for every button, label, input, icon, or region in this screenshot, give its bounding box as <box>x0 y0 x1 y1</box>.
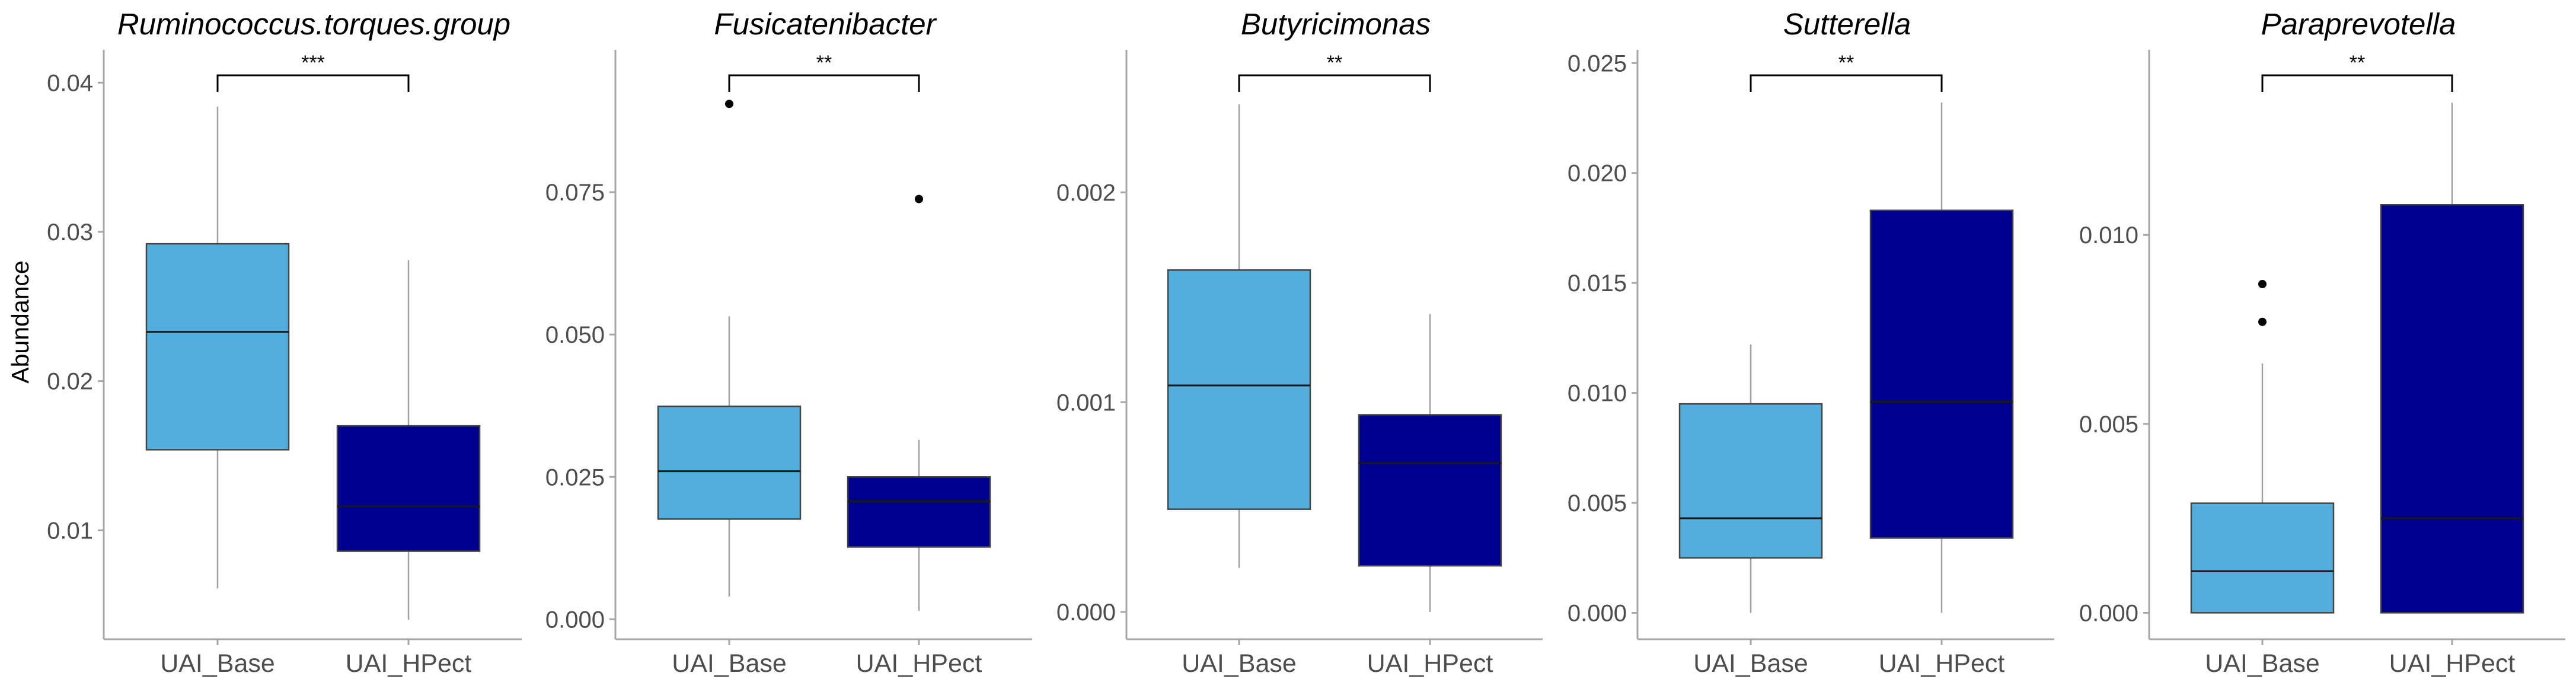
y-tick-label: 0.025 <box>545 464 605 490</box>
iqr-box <box>336 425 481 552</box>
x-tick-label: UAI_HPect <box>856 649 982 678</box>
outlier-point <box>2258 280 2267 289</box>
y-tick-label: 0.015 <box>1568 270 1627 296</box>
panel-1: Ruminococcus.torques.group 0.01 0.02 0.03 0.… <box>7 7 522 678</box>
y-tick-label: 0.025 <box>1568 50 1627 76</box>
y-tick-label: 0.050 <box>545 322 605 348</box>
iqr-box <box>145 243 290 451</box>
significance-bracket <box>1750 74 1943 92</box>
iqr-box <box>847 476 991 548</box>
iqr-box <box>657 405 802 520</box>
iqr-box <box>1678 403 1823 559</box>
outlier-point <box>725 100 733 109</box>
x-tick-label: UAI_Base <box>2205 649 2320 678</box>
iqr-box <box>1869 209 2014 539</box>
y-tick-label: 0.04 <box>47 70 93 96</box>
significance-label: *** <box>301 52 325 74</box>
x-tick-label: UAI_Base <box>160 649 275 678</box>
y-tick-label: 0.005 <box>1568 490 1627 516</box>
y-tick-label: 0.002 <box>1056 180 1116 206</box>
y-tick-label: 0.000 <box>1056 599 1116 626</box>
panel-title: Butyricimonas <box>1241 7 1431 41</box>
significance-bracket <box>2261 74 2453 92</box>
outlier-point <box>2258 317 2267 326</box>
y-tick-label: 0.020 <box>1568 161 1627 187</box>
significance-label: ** <box>1838 52 1854 74</box>
iqr-box <box>2190 502 2335 614</box>
y-tick-label: 0.075 <box>545 180 605 206</box>
x-tick-label: UAI_Base <box>1182 649 1297 678</box>
box-UAI_HPect <box>2380 103 2524 614</box>
iqr-box <box>1167 269 1311 510</box>
x-tick-label: UAI_Base <box>1693 649 1808 678</box>
y-tick-label: 0.010 <box>2079 222 2138 248</box>
panel-2: Fusicatenibacter 0.000 0.025 0.050 0.075 UAI_… <box>545 7 1032 678</box>
y-tick-label: 0.000 <box>1568 600 1627 626</box>
panel-4: Sutterella 0.000 0.005 0.010 0.015 0.020 0.025… <box>1568 7 2054 678</box>
box-UAI_Base <box>1167 104 1311 568</box>
x-tick-label: UAI_HPect <box>1367 649 1493 678</box>
significance-label: ** <box>1327 52 1342 74</box>
panel-title: Paraprevotella <box>2261 7 2456 41</box>
panel-title: Fusicatenibacter <box>714 7 937 41</box>
panel-3: Butyricimonas 0.000 0.001 0.002 UAI_Base UAI_… <box>1056 7 1543 678</box>
box-UAI_Base <box>657 100 802 597</box>
y-tick-label: 0.02 <box>47 369 93 395</box>
panel-5: Paraprevotella 0.000 0.005 0.010 UAI_Base UAI… <box>2079 7 2565 678</box>
iqr-box <box>2380 203 2524 614</box>
significance-label: ** <box>816 52 832 74</box>
significance-bracket <box>1238 74 1431 92</box>
y-tick-label: 0.010 <box>1568 381 1627 407</box>
iqr-box <box>1358 414 1502 567</box>
x-tick-label: UAI_HPect <box>346 649 472 678</box>
y-tick-label: 0.000 <box>545 607 605 633</box>
y-tick-label: 0.01 <box>47 518 93 544</box>
outlier-point <box>915 194 923 203</box>
significance-bracket <box>728 74 920 92</box>
y-axis-title: Abundance <box>7 260 34 383</box>
box-UAI_HPect <box>1358 314 1502 613</box>
box-UAI_Base <box>1678 345 1823 613</box>
box-UAI_Base <box>2190 280 2335 614</box>
y-tick-label: 0.005 <box>2079 412 2138 438</box>
x-tick-label: UAI_HPect <box>1879 649 2005 678</box>
panel-title: Sutterella <box>1783 7 1911 41</box>
box-UAI_Base <box>145 106 290 589</box>
significance-bracket <box>216 74 410 92</box>
x-tick-label: UAI_HPect <box>2389 649 2516 678</box>
significance-label: ** <box>2350 52 2365 74</box>
y-tick-label: 0.001 <box>1056 390 1116 416</box>
y-tick-label: 0.000 <box>2079 600 2138 626</box>
x-tick-label: UAI_Base <box>672 649 787 678</box>
box-UAI_HPect <box>336 260 481 620</box>
box-UAI_HPect <box>847 194 991 611</box>
box-UAI_HPect <box>1869 103 2014 613</box>
panel-title: Ruminococcus.torques.group <box>117 7 510 41</box>
y-tick-label: 0.03 <box>47 219 93 245</box>
